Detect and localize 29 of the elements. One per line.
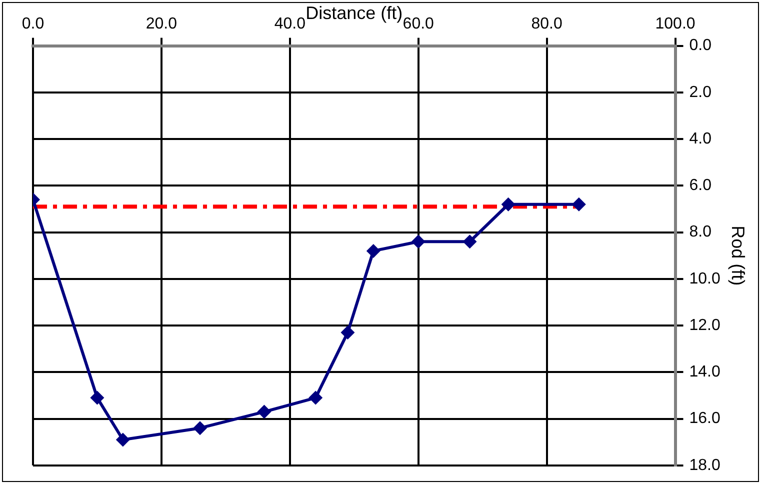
y-tick-label: 2.0 [689, 84, 712, 101]
x-tick-label: 100.0 [655, 16, 696, 33]
y-tick-label: 6.0 [689, 177, 712, 194]
point [366, 244, 380, 258]
point [257, 404, 272, 419]
point [411, 234, 426, 249]
y-tick-label: 18.0 [689, 456, 720, 474]
x-axis-title: Distance (ft) [306, 2, 403, 23]
point [340, 326, 355, 340]
y-tick-label: 0.0 [689, 37, 712, 54]
point [501, 197, 516, 212]
y-tick-label: 16.0 [689, 410, 720, 428]
y-tick-label: 14.0 [689, 364, 720, 381]
y-tick-label: 12.0 [689, 316, 720, 334]
y-tick-label: 8.0 [689, 224, 712, 241]
y-tick-label: 10.0 [689, 270, 720, 288]
point [116, 432, 130, 447]
x-tick-label: 60.0 [402, 16, 434, 33]
point [90, 390, 104, 405]
x-tick-label: 0.0 [22, 16, 44, 33]
x-tick-label: 20.0 [146, 16, 178, 33]
y-tick-label: 4.0 [689, 130, 712, 148]
point [308, 390, 323, 405]
x-tick-label: 40.0 [274, 16, 306, 33]
point [572, 197, 586, 212]
y-axis-title: Rod (ft) [728, 226, 748, 286]
x-tick-label: 80.0 [531, 16, 562, 33]
point [462, 234, 477, 249]
point [192, 421, 207, 436]
